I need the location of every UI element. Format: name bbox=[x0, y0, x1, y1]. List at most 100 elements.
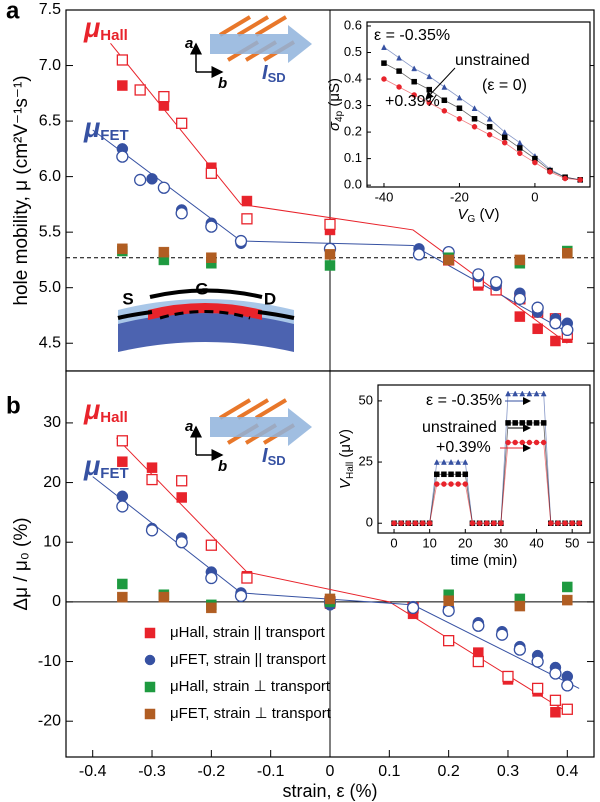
data-point bbox=[486, 115, 493, 122]
data-point bbox=[434, 481, 440, 487]
y-axis-title: hole mobility, μ (cm²V⁻¹s⁻¹) bbox=[11, 75, 32, 305]
y-tick-label: 6.0 bbox=[39, 168, 61, 185]
y-tick-label: -10 bbox=[38, 653, 61, 670]
current-label: ISD bbox=[262, 62, 286, 85]
y-tick-label: 0.2 bbox=[344, 124, 362, 139]
data-point bbox=[562, 175, 568, 182]
panel-label: a bbox=[6, 0, 20, 24]
current-label: ISD bbox=[262, 445, 286, 468]
current-arrow bbox=[210, 25, 312, 63]
crystal-schematic: a b ISD bbox=[185, 15, 312, 92]
gate bbox=[149, 288, 263, 299]
stripe bbox=[218, 398, 252, 420]
data-point bbox=[426, 86, 433, 93]
crystal-axis-label: a bbox=[185, 418, 193, 435]
data-point bbox=[116, 435, 129, 447]
stripe bbox=[254, 15, 288, 37]
data-point bbox=[550, 335, 561, 347]
plot-frame bbox=[377, 384, 591, 534]
data-point bbox=[396, 68, 402, 74]
y-tick-label: 0.3 bbox=[344, 97, 362, 112]
stripe bbox=[236, 398, 270, 420]
mu-label-part: FET bbox=[100, 127, 128, 144]
series-label: unstrained bbox=[422, 419, 497, 436]
x-tick-label: 50 bbox=[565, 535, 579, 550]
x-tick-label: 10 bbox=[422, 535, 436, 550]
y-tick-label: 0 bbox=[366, 515, 373, 530]
mu-label-part: μ bbox=[83, 113, 100, 143]
data-point bbox=[175, 207, 188, 220]
data-point bbox=[324, 218, 336, 231]
data-point bbox=[512, 420, 518, 426]
device-label: G bbox=[195, 279, 208, 298]
data-point bbox=[540, 390, 547, 397]
data-point bbox=[205, 167, 217, 179]
data-point bbox=[512, 390, 519, 397]
data-point bbox=[483, 520, 490, 526]
data-point bbox=[531, 655, 544, 668]
x-axis-title: time (min) bbox=[451, 552, 518, 569]
data-point bbox=[513, 292, 526, 305]
data-point bbox=[434, 471, 440, 478]
data-point bbox=[441, 458, 447, 465]
data-point bbox=[456, 105, 463, 111]
x-tick-label: -0.2 bbox=[198, 763, 226, 780]
y-axis-title: σ4p (μS) bbox=[326, 78, 345, 131]
data-point bbox=[176, 117, 188, 129]
x-tick-label: 0.2 bbox=[438, 763, 460, 780]
y-tick-label: 10 bbox=[43, 533, 61, 550]
series-label: +0.39% bbox=[436, 439, 491, 456]
data-point bbox=[448, 458, 454, 465]
device-schematic bbox=[117, 288, 295, 352]
data-point bbox=[462, 458, 469, 465]
y-axis-title: Δμ / μ₀ (%) bbox=[11, 517, 32, 610]
data-point bbox=[146, 462, 158, 473]
data-point bbox=[443, 595, 454, 606]
series-label: ε = -0.35% bbox=[374, 27, 450, 44]
data-point bbox=[516, 139, 523, 146]
data-point bbox=[562, 248, 573, 259]
data-point bbox=[324, 249, 336, 260]
data-point bbox=[157, 181, 171, 194]
current-label-part: SD bbox=[268, 70, 286, 85]
data-point bbox=[472, 619, 485, 632]
data-point bbox=[532, 159, 538, 166]
x-axis-title: strain, ε (%) bbox=[282, 781, 377, 801]
x-tick-label: -40 bbox=[375, 189, 394, 204]
data-point bbox=[501, 134, 508, 141]
mu-label-part: μ bbox=[83, 13, 100, 43]
data-point bbox=[505, 439, 511, 446]
mu-label: μHall bbox=[83, 395, 128, 426]
y-tick-label: 6.5 bbox=[39, 112, 61, 129]
data-point bbox=[555, 520, 561, 526]
data-point bbox=[411, 78, 417, 85]
data-point bbox=[206, 252, 217, 263]
data-point bbox=[145, 524, 159, 537]
y-axis-title-part: σ bbox=[326, 121, 343, 131]
legend-marker bbox=[144, 654, 156, 666]
data-point bbox=[550, 707, 561, 718]
data-point bbox=[116, 490, 129, 503]
crystal-axis-label: a bbox=[185, 35, 193, 52]
data-point bbox=[324, 593, 336, 605]
data-point bbox=[548, 520, 554, 526]
x-axis-title: VG (V) bbox=[458, 206, 500, 225]
data-point bbox=[441, 108, 448, 114]
data-point bbox=[476, 520, 483, 526]
data-point bbox=[469, 520, 476, 526]
device-label: S bbox=[122, 289, 133, 308]
data-point bbox=[176, 475, 188, 487]
data-point bbox=[489, 275, 503, 289]
data-point bbox=[549, 694, 562, 706]
data-point bbox=[381, 76, 387, 82]
data-point bbox=[381, 60, 387, 66]
channel bbox=[159, 310, 251, 320]
data-point bbox=[448, 471, 454, 478]
data-point bbox=[526, 420, 533, 426]
stripe bbox=[254, 398, 288, 420]
data-point bbox=[324, 260, 336, 271]
device-label: D bbox=[264, 289, 276, 308]
y-axis-title-part: (μS) bbox=[326, 78, 343, 111]
x-tick-label: 0 bbox=[390, 535, 397, 550]
current-label-part: I bbox=[262, 445, 268, 467]
